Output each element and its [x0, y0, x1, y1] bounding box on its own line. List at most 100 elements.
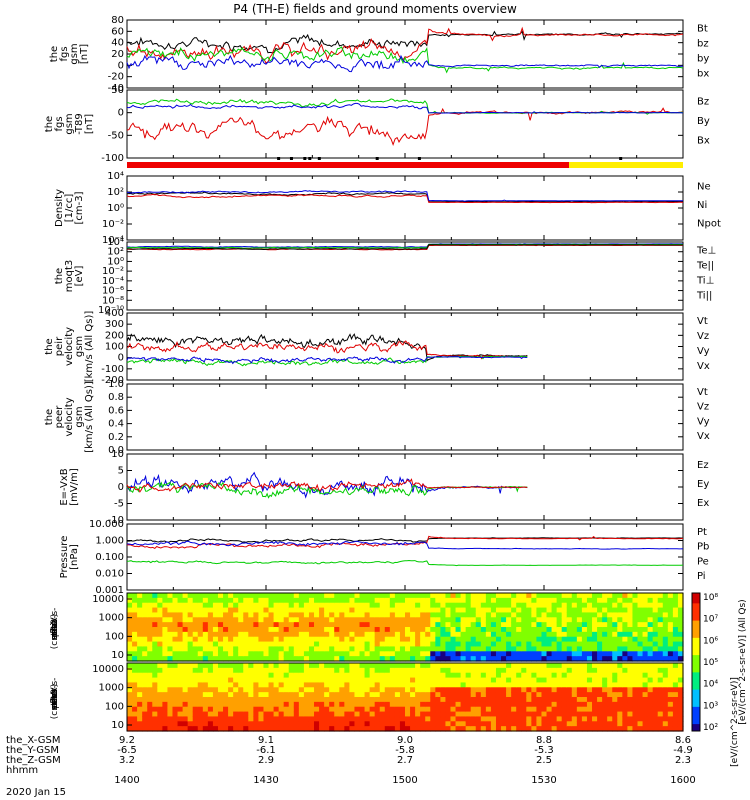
colorbar-cell: [692, 637, 700, 642]
spectrogram-cell: [405, 687, 411, 693]
spectrogram-cell: [349, 726, 356, 732]
spectrogram-cell: [632, 593, 639, 599]
legend-entry: bx: [697, 69, 709, 80]
spectrogram-cell: [207, 677, 214, 684]
spectrogram-cell: [273, 656, 280, 662]
colorbar-cell: [692, 696, 700, 701]
spectrogram-cell: [187, 593, 194, 599]
spectrogram-cell: [667, 631, 674, 638]
y-tick-label: 100: [105, 342, 124, 353]
spectrogram-cell: [217, 663, 224, 669]
spectrogram-cell: [283, 627, 290, 633]
spectrogram-cell: [551, 607, 558, 614]
spectrogram-cell: [192, 607, 199, 614]
spectrogram-cell: [571, 667, 578, 674]
spectrogram-cell: [384, 721, 391, 727]
spectrogram-cell: [506, 612, 512, 618]
spectrogram-cell: [410, 602, 416, 609]
spectrogram-cell: [243, 627, 249, 633]
spectrogram-cell: [617, 721, 623, 727]
spectrogram-cell: [177, 636, 184, 643]
y-axis-label-line: (cm^2-s-: [50, 675, 60, 720]
spectrogram-cell: [147, 677, 153, 684]
spectrogram-cell: [162, 706, 169, 713]
spectrogram-cell: [273, 593, 280, 599]
spectrogram-cell: [551, 597, 558, 604]
spectrogram-cell: [248, 631, 254, 638]
spectrogram-cell: [440, 636, 447, 643]
spectrogram-cell: [415, 651, 421, 657]
spectrogram-cell: [556, 636, 563, 643]
spectrogram-cell: [561, 701, 568, 708]
spectrogram-cell: [167, 721, 174, 727]
spectrogram-cell: [425, 697, 431, 703]
spectrogram-cell: [344, 687, 350, 693]
spectrogram-cell: [475, 697, 482, 703]
spectrogram-cell: [152, 636, 158, 643]
spectrogram-cell: [182, 706, 189, 713]
spectrogram-cell: [197, 651, 204, 657]
spectrogram-cell: [177, 667, 184, 674]
spectrogram-cell: [475, 667, 482, 674]
spectrogram-cell: [127, 646, 133, 652]
spectrogram-cell: [435, 667, 441, 674]
spectrogram-cell: [607, 641, 613, 648]
spectrogram-cell: [157, 617, 163, 623]
spectrogram-cell: [182, 663, 189, 669]
spectrogram-cell: [329, 687, 335, 693]
spectrogram-cell: [657, 631, 664, 638]
spectrogram-cell: [399, 706, 406, 713]
spectrogram-cell: [192, 716, 199, 722]
spectrogram-cell: [147, 706, 153, 713]
spectrogram-cell: [617, 636, 623, 643]
spectrogram-cell: [233, 716, 239, 722]
spectrogram-cell: [384, 617, 391, 623]
spectrogram-cell: [197, 716, 204, 722]
spectrogram-cell: [399, 697, 406, 703]
spectrogram-cell: [470, 651, 477, 657]
y-axis-label-line: [cm-3]: [74, 191, 85, 224]
spectrogram-cell: [172, 646, 179, 652]
spectrogram-cell: [157, 701, 163, 708]
spectrogram-cell: [228, 711, 234, 718]
spectrogram-cell: [233, 646, 239, 652]
spectrogram-cell: [298, 663, 305, 669]
spectrogram-cell: [430, 677, 436, 684]
spectrogram-cell: [308, 701, 315, 708]
spectrogram-cell: [273, 646, 280, 652]
y-tick-label: 0.8: [108, 392, 124, 403]
spectrogram-cell: [561, 631, 568, 638]
spectrogram-cell: [430, 663, 436, 669]
spectrogram-cell: [283, 682, 290, 688]
spectrogram-cell: [137, 706, 143, 713]
spectrogram-cell: [238, 622, 244, 628]
spectrogram-cell: [202, 716, 209, 722]
spectrogram-cell: [571, 622, 578, 628]
legend-entry: Te||: [696, 260, 714, 271]
spectrogram-cell: [329, 622, 335, 628]
spectrogram-cell: [384, 682, 391, 688]
spectrogram-cell: [329, 697, 335, 703]
spectrogram-cell: [617, 663, 623, 669]
spectrogram-cell: [329, 656, 335, 662]
spectrogram-cell: [379, 677, 386, 684]
spectrogram-cell: [394, 667, 401, 674]
spectrogram-cell: [541, 716, 548, 722]
spectrogram-cell: [495, 651, 502, 657]
spectrogram-cell: [576, 667, 583, 674]
spectrogram-cell: [319, 641, 325, 648]
spectrogram-cell: [490, 602, 497, 609]
spectrogram-cell: [192, 721, 199, 727]
spectrogram-cell: [450, 711, 457, 718]
spectrogram-cell: [546, 711, 553, 718]
spectrogram-cell: [238, 716, 244, 722]
spectrogram-cell: [248, 646, 254, 652]
spectrogram-cell: [561, 677, 568, 684]
spectrogram-cell: [405, 646, 411, 652]
colorbar-frame: [691, 592, 701, 732]
spectrogram-cell: [445, 617, 452, 623]
spectrogram-cell: [657, 622, 664, 628]
spectrogram-cell: [485, 656, 492, 662]
spectrogram-cell: [182, 636, 189, 643]
spectrogram-cell: [516, 716, 522, 722]
